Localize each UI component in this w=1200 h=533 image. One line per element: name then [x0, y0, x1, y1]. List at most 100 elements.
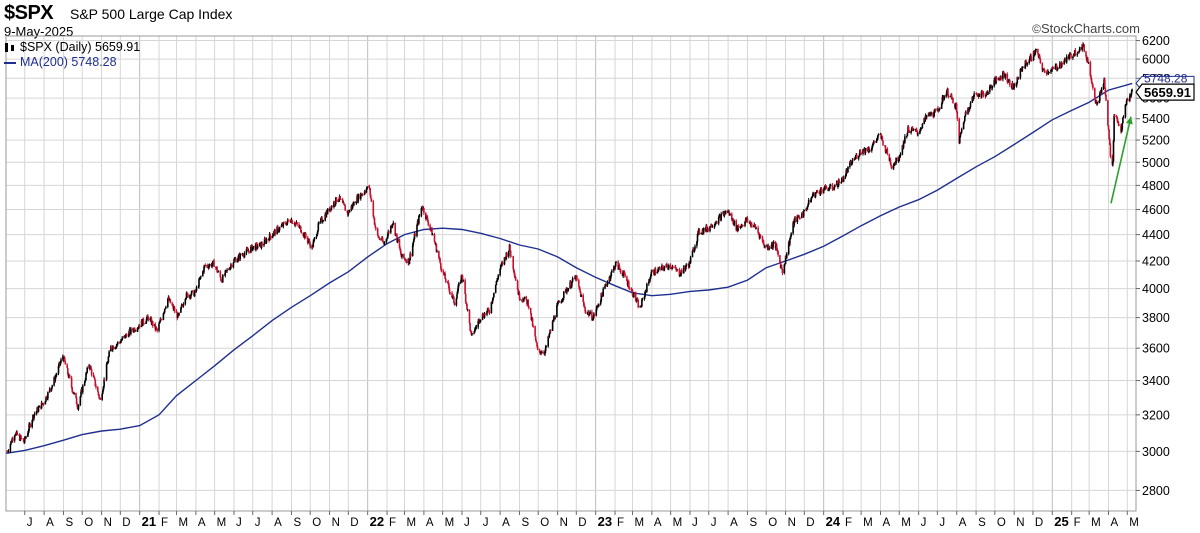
horizontal-gridlines — [6, 40, 1136, 491]
candle-body — [666, 265, 669, 268]
candle-body — [1120, 125, 1122, 132]
candle-body — [418, 215, 420, 224]
candle-body — [578, 286, 581, 290]
candle-body — [1076, 53, 1079, 56]
candle-body — [331, 206, 333, 208]
candle-body — [972, 96, 975, 99]
candle-body — [373, 218, 376, 225]
candle-body — [121, 337, 123, 341]
candle-body — [534, 336, 537, 341]
candle-body — [591, 319, 594, 321]
candle-body — [199, 276, 202, 280]
candle-body — [379, 239, 381, 240]
candle-body — [27, 432, 29, 437]
candle-body — [819, 188, 822, 194]
candle-body — [1007, 80, 1010, 83]
candle-body — [969, 102, 972, 108]
candle-body — [499, 265, 502, 269]
candle-body — [46, 398, 48, 400]
x-tick-label: M — [673, 517, 683, 529]
candle-body — [102, 386, 105, 391]
candle-body — [1130, 90, 1133, 95]
candle-body — [20, 435, 22, 439]
candle-body — [1085, 51, 1087, 57]
candle-body — [426, 217, 429, 222]
candle-body — [162, 313, 165, 320]
candle-body — [163, 312, 165, 314]
candle-body — [819, 193, 821, 195]
candle-body — [330, 206, 333, 211]
candle-body — [1107, 125, 1110, 130]
y-tick-label: 4400 — [1142, 228, 1170, 242]
ma-price-tag-label: 5748.28 — [1144, 71, 1188, 85]
candle-body — [75, 397, 78, 405]
candle-body — [431, 234, 434, 236]
candle-body — [33, 414, 35, 419]
candle-body — [1030, 55, 1032, 60]
candle-body — [490, 302, 493, 313]
candle-body — [86, 367, 88, 373]
candle-body — [491, 299, 494, 303]
candle-body — [386, 238, 388, 240]
candle-body — [802, 211, 805, 217]
candle-body — [762, 241, 765, 245]
candle-body — [72, 391, 74, 393]
candle-body — [1052, 67, 1054, 69]
candle-body — [641, 299, 643, 306]
candle-body — [368, 186, 370, 188]
candle-body — [355, 202, 357, 203]
candle-body — [1063, 60, 1065, 65]
x-tick-label: M — [1129, 517, 1139, 529]
candle-body — [634, 292, 637, 301]
candle-body — [410, 253, 412, 256]
candle-body — [308, 240, 311, 244]
candle-body — [337, 199, 340, 202]
candle-body — [561, 300, 563, 302]
candle-body — [344, 205, 346, 211]
candle-body — [995, 77, 998, 80]
brand-watermark[interactable]: ©StockCharts.com — [1032, 21, 1140, 36]
candle-body — [907, 126, 910, 131]
candle-body — [949, 96, 952, 97]
candle-body — [272, 234, 275, 236]
candle-body — [378, 237, 381, 240]
candle-body — [90, 369, 93, 375]
candle-body — [98, 394, 100, 398]
candle-body — [226, 269, 228, 271]
y-tick-label: 5000 — [1142, 156, 1170, 170]
candle-body — [270, 236, 272, 238]
candle-body — [313, 239, 315, 242]
candle-body — [202, 271, 204, 277]
candle-body — [1113, 115, 1115, 141]
candle-body — [716, 222, 718, 224]
candle-body — [464, 293, 467, 303]
candle-body — [1055, 65, 1058, 70]
candle-body — [185, 298, 187, 300]
candle-body — [573, 278, 576, 280]
candle-body — [1125, 100, 1128, 105]
candle-body — [679, 275, 681, 277]
candle-body — [295, 223, 297, 225]
candle-body — [711, 224, 713, 228]
candle-body — [190, 291, 193, 296]
x-tick-label: S — [521, 517, 529, 529]
y-tick-label: 3200 — [1142, 408, 1170, 422]
candle-body — [578, 280, 580, 287]
candle-body — [101, 394, 103, 400]
candle-body — [833, 186, 836, 190]
candle-body — [207, 265, 209, 267]
candle-body — [658, 268, 660, 270]
candle-body — [840, 182, 842, 184]
candle-body — [448, 288, 451, 293]
candle-body — [1083, 44, 1085, 52]
candle-body — [837, 185, 839, 187]
candle-body — [812, 192, 814, 197]
candle-body — [968, 108, 970, 111]
candle-body — [635, 300, 638, 302]
x-tick-label: A — [274, 517, 282, 529]
candle-body — [1122, 117, 1125, 118]
x-tick-label: J — [921, 517, 927, 529]
candle-body — [777, 251, 779, 256]
candle-body — [528, 306, 530, 308]
